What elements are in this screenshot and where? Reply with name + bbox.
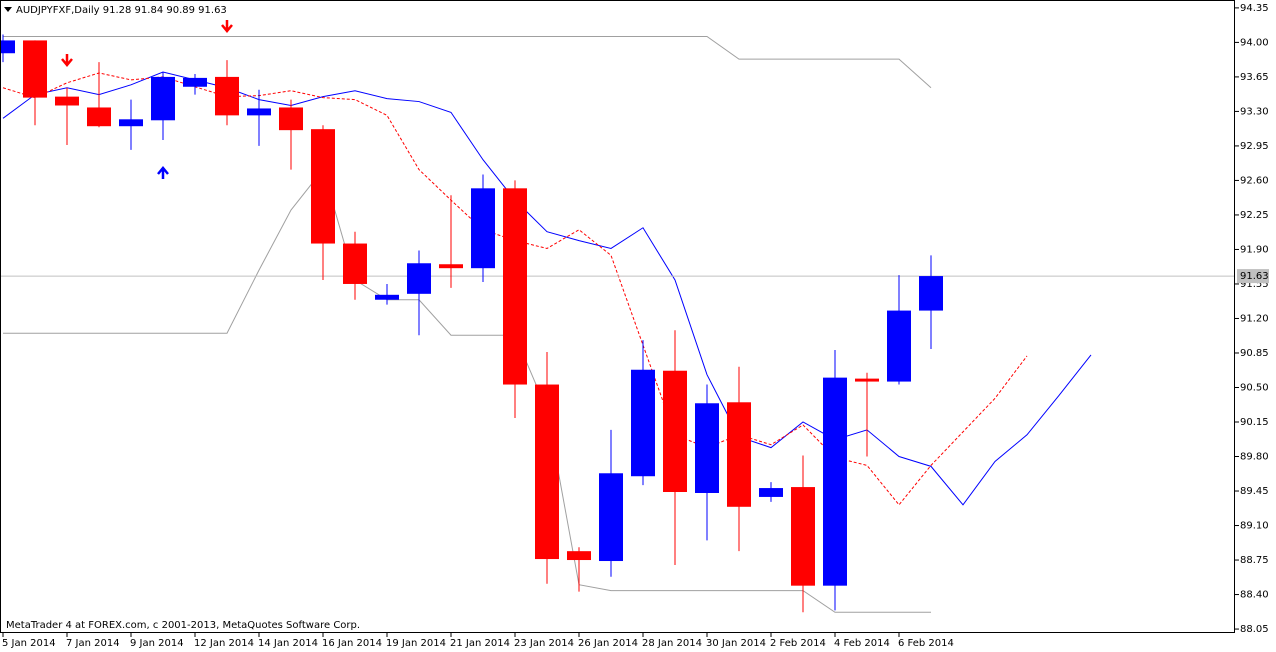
x-tick-label: 30 Jan 2014 xyxy=(706,638,766,649)
y-tick-label: 92.25 xyxy=(1240,210,1269,221)
candle-body xyxy=(727,402,751,507)
candle-body xyxy=(183,77,207,87)
candle-body xyxy=(407,263,431,294)
y-tick-label: 91.90 xyxy=(1240,244,1269,255)
y-tick-label: 91.20 xyxy=(1240,313,1269,324)
candle-body xyxy=(567,551,591,561)
y-tick-label: 92.95 xyxy=(1240,141,1269,152)
candle-body xyxy=(663,370,687,493)
y-tick-label: 93.65 xyxy=(1240,72,1269,83)
x-tick-label: 12 Jan 2014 xyxy=(194,638,254,649)
x-tick-label: 6 Feb 2014 xyxy=(898,638,954,649)
x-tick-label: 28 Jan 2014 xyxy=(642,638,702,649)
y-tick-label: 91.55 xyxy=(1240,279,1269,290)
y-tick-label: 94.35 xyxy=(1240,3,1269,14)
candle-body xyxy=(247,108,271,116)
candle-body xyxy=(919,276,943,311)
y-tick-label: 93.30 xyxy=(1240,106,1269,117)
candle-body xyxy=(823,377,847,586)
candle-body xyxy=(695,403,719,493)
x-tick-label: 4 Feb 2014 xyxy=(834,638,890,649)
candle-body xyxy=(311,129,335,244)
candle-body xyxy=(215,76,239,116)
y-tick-label: 89.45 xyxy=(1240,486,1269,497)
candle-body xyxy=(439,264,463,269)
y-tick-label: 92.60 xyxy=(1240,175,1269,186)
y-tick-label: 94.00 xyxy=(1240,37,1269,48)
candle-body xyxy=(55,96,79,106)
x-tick-label: 9 Jan 2014 xyxy=(130,638,184,649)
candle-body xyxy=(503,188,527,385)
x-tick-label: 21 Jan 2014 xyxy=(450,638,510,649)
y-tick-label: 90.85 xyxy=(1240,348,1269,359)
last-price-box xyxy=(1237,269,1269,284)
candle-body xyxy=(471,188,495,269)
chart-title: AUDJPYFXF,Daily 91.28 91.84 90.89 91.63 xyxy=(16,5,227,16)
candle-body xyxy=(23,40,47,98)
y-tick-label: 89.80 xyxy=(1240,452,1269,463)
candle-body xyxy=(759,488,783,497)
y-tick-label: 89.10 xyxy=(1240,521,1269,532)
fractal-arrows xyxy=(61,20,233,179)
candle-body xyxy=(599,473,623,562)
plot-border xyxy=(0,0,1235,633)
candle-body xyxy=(855,378,879,382)
y-tick-label: 88.75 xyxy=(1240,555,1269,566)
y-tick-label: 90.50 xyxy=(1240,382,1269,393)
candle-body xyxy=(0,40,15,54)
candle-body xyxy=(279,107,303,131)
up-arrow xyxy=(157,166,169,179)
x-tick-label: 5 Jan 2014 xyxy=(2,638,56,649)
plot-area xyxy=(0,34,1235,613)
candle-body xyxy=(535,384,559,560)
candle-body xyxy=(631,369,655,477)
candle-body xyxy=(343,243,367,284)
x-tick-label: 7 Jan 2014 xyxy=(66,638,120,649)
copyright: MetaTrader 4 at FOREX.com, c 2001-2013, … xyxy=(6,620,360,631)
candle-body xyxy=(791,487,815,586)
y-tick-label: 88.05 xyxy=(1240,624,1269,635)
down-arrow xyxy=(61,54,73,67)
x-tick-label: 16 Jan 2014 xyxy=(322,638,382,649)
candle-body xyxy=(151,76,175,121)
x-tick-label: 26 Jan 2014 xyxy=(578,638,638,649)
last-price-label: 91.63 xyxy=(1240,271,1269,282)
candle-body xyxy=(119,119,143,127)
x-tick-label: 23 Jan 2014 xyxy=(514,638,574,649)
indicator-line xyxy=(2,72,1028,506)
candle-body xyxy=(87,107,111,127)
x-tick-label: 2 Feb 2014 xyxy=(770,638,826,649)
axes: 94.35 94.00 93.65 93.30 92.95 92.60 92.25 91.90… xyxy=(2,3,1269,649)
down-arrow xyxy=(221,20,233,33)
candle-body xyxy=(375,294,399,300)
candle-body xyxy=(887,310,911,382)
indicator-line xyxy=(3,168,931,613)
indicator-line xyxy=(2,71,1092,506)
menu-triangle[interactable] xyxy=(4,7,12,12)
x-tick-label: 14 Jan 2014 xyxy=(258,638,318,649)
y-tick-label: 88.40 xyxy=(1240,590,1269,601)
x-tick-label: 19 Jan 2014 xyxy=(386,638,446,649)
indicator-line xyxy=(3,35,932,89)
y-tick-label: 90.15 xyxy=(1240,417,1269,428)
